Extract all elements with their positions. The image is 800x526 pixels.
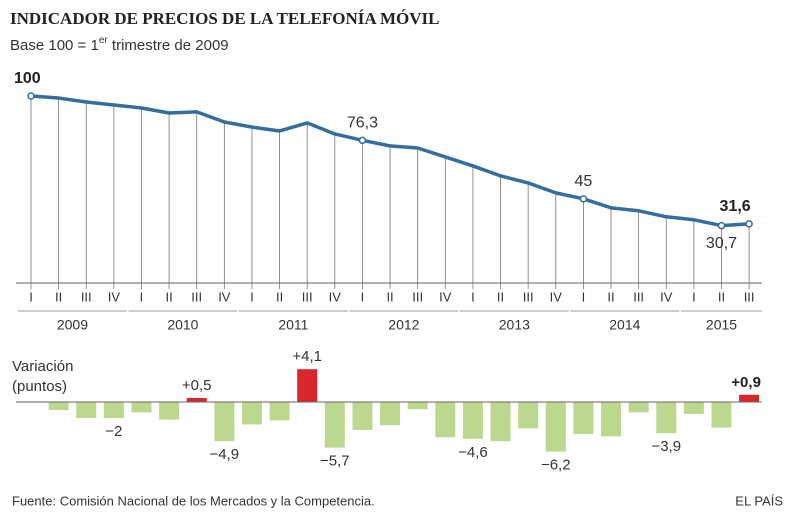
- bar: [214, 402, 235, 442]
- year-label: 2014: [609, 317, 640, 333]
- bar: [683, 402, 704, 414]
- x-tick-label: II: [497, 289, 504, 304]
- bar: [48, 402, 69, 410]
- bar: [297, 369, 318, 402]
- x-tick-label: III: [191, 289, 202, 304]
- bar: [103, 402, 124, 418]
- value-label: +0,9: [731, 374, 761, 391]
- x-tick-label: I: [29, 289, 33, 304]
- bar: [711, 402, 732, 428]
- bar-title: (puntos): [12, 378, 67, 395]
- year-label: 2012: [388, 317, 419, 333]
- subtitle-part: trimestre de 2009: [108, 37, 229, 54]
- bar: [76, 402, 97, 418]
- subtitle-sup: er: [99, 35, 109, 46]
- bar: [324, 402, 345, 448]
- year-label: 2010: [167, 317, 198, 333]
- x-tick-label: IV: [329, 289, 342, 304]
- value-label: 30,7: [706, 235, 737, 252]
- value-label: −4,9: [210, 446, 240, 463]
- bar: [186, 398, 207, 402]
- value-label: 76,3: [347, 115, 378, 132]
- x-tick-label: III: [523, 289, 534, 304]
- x-tick-label: III: [744, 289, 755, 304]
- value-label: −6,2: [541, 457, 571, 474]
- year-label: 2013: [499, 317, 530, 333]
- brand: EL PAÍS: [735, 493, 783, 508]
- value-label: 45: [575, 173, 593, 190]
- line: [30, 94, 750, 228]
- bar: [601, 402, 622, 437]
- bar: [380, 402, 401, 426]
- bar: [490, 402, 511, 442]
- source: Fuente: Comisión Nacional de los Mercado…: [12, 493, 375, 508]
- bar-title: Variación: [12, 358, 73, 375]
- x-tick-label: III: [633, 289, 644, 304]
- x-tick-label: IV: [108, 289, 121, 304]
- bar: [407, 402, 428, 410]
- bar: [739, 394, 760, 402]
- point: [27, 92, 35, 100]
- x-tick-label: II: [386, 289, 393, 304]
- bar: [269, 402, 290, 421]
- point: [358, 136, 367, 145]
- chart-title: INDICADOR DE PRECIOS DE LA TELEFONÍA MÓV…: [10, 9, 439, 28]
- year-label: 2015: [706, 317, 737, 333]
- subtitle-part: Base 100 = 1: [10, 37, 99, 54]
- value-label: −5,7: [320, 453, 350, 470]
- value-label: +0,5: [182, 377, 212, 394]
- x-tick-label: II: [607, 289, 614, 304]
- x-tick-label: II: [276, 289, 283, 304]
- x-tick-label: II: [55, 289, 62, 304]
- bar: [573, 402, 594, 434]
- x-tick-label: I: [582, 289, 586, 304]
- x-tick-label: IV: [218, 289, 231, 304]
- x-tick-label: IV: [660, 289, 673, 304]
- x-tick-label: I: [471, 289, 475, 304]
- bar: [545, 402, 566, 452]
- value-label: 31,6: [720, 198, 751, 215]
- bar: [352, 402, 373, 430]
- year-label: 2011: [278, 317, 308, 333]
- x-tick-label: I: [140, 289, 144, 304]
- bar: [462, 402, 483, 439]
- chart-subtitle: Base 100 = 1er trimestre de 2009: [10, 35, 229, 54]
- x-tick-label: II: [165, 289, 172, 304]
- value-label: 100: [14, 70, 41, 87]
- bar: [241, 402, 262, 425]
- bar: [159, 402, 180, 420]
- value-label: +4,1: [292, 348, 322, 365]
- value-label: −4,6: [458, 444, 488, 461]
- point: [745, 220, 753, 228]
- point: [579, 195, 588, 203]
- bar: [131, 402, 152, 413]
- x-tick-label: I: [250, 289, 254, 304]
- x-tick-label: IV: [439, 289, 452, 304]
- year-label: 2009: [57, 317, 88, 333]
- x-tick-label: III: [412, 289, 423, 304]
- bar: [435, 402, 456, 438]
- value-label: −3,9: [651, 438, 681, 455]
- x-tick-label: I: [361, 289, 365, 304]
- x-tick-label: III: [81, 289, 92, 304]
- value-label: −2: [105, 423, 122, 440]
- bar: [518, 402, 539, 429]
- x-tick-label: III: [302, 289, 313, 304]
- x-tick-label: IV: [550, 289, 563, 304]
- bar: [628, 402, 649, 413]
- x-tick-label: I: [692, 289, 696, 304]
- point: [717, 221, 726, 230]
- x-tick-label: II: [718, 289, 725, 304]
- bar: [656, 402, 677, 434]
